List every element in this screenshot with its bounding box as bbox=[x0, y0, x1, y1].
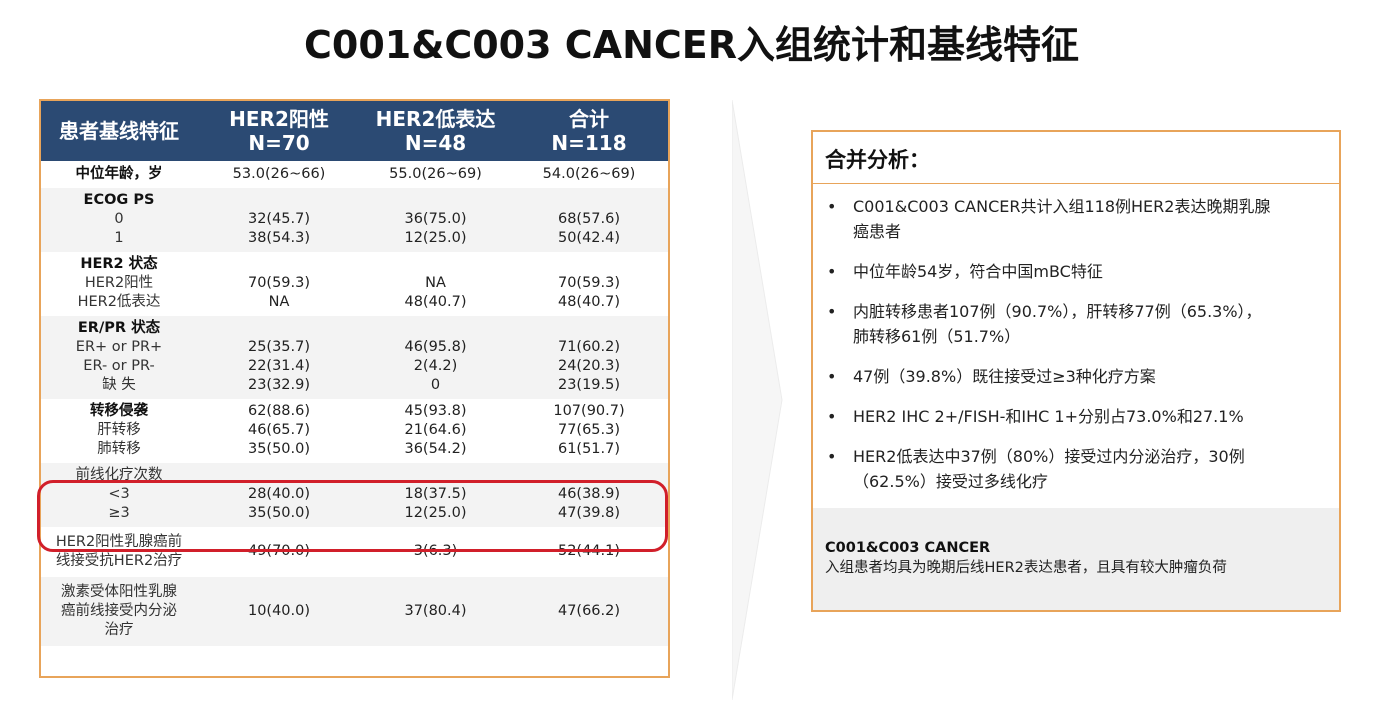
table-row-highlighted: 前线化疗次数 <3 ≥3 28(40.0) 35(50.0) 18(37.5) 12… bbox=[41, 463, 668, 527]
cell-her2-low: 36(75.0) 12(25.0) bbox=[361, 188, 510, 252]
cell-total: 68(57.6) 50(42.4) bbox=[510, 188, 668, 252]
cell-her2-low: 55.0(26~69) bbox=[389, 166, 482, 182]
table-row: ER/PR 状态 ER+ or PR+ ER- or PR- 缺 失 25(35… bbox=[41, 316, 668, 399]
cell-total: 70(59.3) 48(40.7) bbox=[557, 275, 621, 310]
cell-her2-low: 3(6.3) bbox=[413, 543, 458, 559]
bullet-icon: • bbox=[827, 197, 837, 216]
header-label: 患者基线特征 bbox=[59, 119, 179, 143]
cell-total: 47(66.2) bbox=[510, 577, 668, 646]
baseline-table: 患者基线特征 HER2阳性 N=70 HER2低表达 N=48 合计 N=118 bbox=[41, 101, 668, 646]
chevron-arrow-icon bbox=[732, 100, 783, 700]
row-label: 中位年龄，岁 bbox=[75, 166, 163, 182]
bullet-item: • 中位年龄54岁，符合中国mBC特征 bbox=[827, 259, 1317, 284]
header-cell-characteristic: 患者基线特征 bbox=[41, 101, 197, 161]
table-row: 转移侵袭 肝转移 肺转移 62(88.6) 46(65.7) 35(50.0) 45… bbox=[41, 399, 668, 463]
row-label: HER2阳性乳腺癌前 线接受抗HER2治疗 bbox=[55, 534, 183, 569]
cell-her2-low: 46(95.8) 2(4.2) 0 bbox=[361, 316, 510, 399]
cell-her2-positive: 10(40.0) bbox=[197, 577, 361, 646]
page-title: C001&C003 CANCER入组统计和基线特征 bbox=[304, 23, 1079, 67]
header-count: N=48 bbox=[404, 131, 467, 155]
bullet-item: • HER2低表达中37例（80%）接受过内分泌治疗，30例 （62.5%）接受过… bbox=[827, 444, 1317, 494]
bullet-icon: • bbox=[827, 262, 837, 281]
panel-footer: C001&C003 CANCER 入组患者均具为晚期后线HER2表达患者，且具有… bbox=[813, 508, 1339, 610]
row-label: 转移侵袭 肝转移 肺转移 bbox=[90, 403, 148, 457]
table-row: ECOG PS 0 1 32(45.7) 38(54.3) 36(75.0) 12(… bbox=[41, 188, 668, 252]
row-label: 前线化疗次数 <3 ≥3 bbox=[41, 463, 197, 527]
cell-total: 46(38.9) 47(39.8) bbox=[510, 463, 668, 527]
table-row: HER2 状态 HER2阳性 HER2低表达 70(59.3) NA NA 48(4… bbox=[41, 252, 668, 316]
cell-her2-positive: 32(45.7) 38(54.3) bbox=[197, 188, 361, 252]
cell-her2-positive: 53.0(26~66) bbox=[232, 166, 326, 182]
header-label: HER2低表达 bbox=[375, 107, 496, 131]
bullet-icon: • bbox=[827, 367, 837, 386]
cell-her2-positive: 70(59.3) NA bbox=[247, 275, 311, 310]
bullet-icon: • bbox=[827, 447, 837, 466]
cell-her2-positive: 28(40.0) 35(50.0) bbox=[197, 463, 361, 527]
header-label: HER2阳性 bbox=[229, 107, 329, 131]
bullet-icon: • bbox=[827, 407, 837, 426]
cell-total: 107(90.7) 77(65.3) 61(51.7) bbox=[553, 403, 625, 457]
footer-title: C001&C003 CANCER bbox=[825, 540, 991, 556]
header-cell-her2-positive: HER2阳性 N=70 bbox=[197, 101, 361, 161]
table-header-row: 患者基线特征 HER2阳性 N=70 HER2低表达 N=48 合计 N=118 bbox=[41, 101, 668, 161]
header-count: N=70 bbox=[248, 131, 310, 155]
table-row: 激素受体阳性乳腺 癌前线接受内分泌 治疗 10(40.0) 37(80.4) 4… bbox=[41, 577, 668, 646]
baseline-table-container: 患者基线特征 HER2阳性 N=70 HER2低表达 N=48 合计 N=118 bbox=[39, 99, 670, 678]
cell-total: 71(60.2) 24(20.3) 23(19.5) bbox=[510, 316, 668, 399]
header-label: 合计 bbox=[569, 107, 609, 131]
row-label: ECOG PS 0 1 bbox=[41, 188, 197, 252]
cell-her2-positive: 49(70.0) bbox=[247, 543, 311, 559]
cell-her2-low: 45(93.8) 21(64.6) 36(54.2) bbox=[404, 403, 467, 457]
bullet-item: • C001&C003 CANCER共计入组118例HER2表达晚期乳腺 癌患者 bbox=[827, 194, 1317, 244]
cell-her2-positive: 25(35.7) 22(31.4) 23(32.9) bbox=[197, 316, 361, 399]
cell-total: 52(44.1) bbox=[557, 543, 621, 559]
cell-her2-low: 37(80.4) bbox=[361, 577, 510, 646]
bullet-item: • 47例（39.8%）既往接受过≥3种化疗方案 bbox=[827, 364, 1317, 389]
cell-her2-low: 18(37.5) 12(25.0) bbox=[361, 463, 510, 527]
header-count: N=118 bbox=[551, 131, 627, 155]
analysis-panel: 合并分析： • C001&C003 CANCER共计入组118例HER2表达晚期… bbox=[811, 130, 1341, 612]
cell-her2-positive: 62(88.6) 46(65.7) 35(50.0) bbox=[247, 403, 311, 457]
row-label: ER/PR 状态 ER+ or PR+ ER- or PR- 缺 失 bbox=[41, 316, 197, 399]
cell-total: 54.0(26~69) bbox=[542, 166, 636, 182]
bullet-item: • HER2 IHC 2+/FISH-和IHC 1+分别占73.0%和27.1% bbox=[827, 404, 1317, 429]
cell-her2-low: NA 48(40.7) bbox=[404, 275, 467, 310]
table-row: HER2阳性乳腺癌前 线接受抗HER2治疗 49(70.0) 3(6.3) 52… bbox=[41, 527, 668, 577]
row-label: 激素受体阳性乳腺 癌前线接受内分泌 治疗 bbox=[41, 577, 197, 646]
footer-text: 入组患者均具为晚期后线HER2表达患者，且具有较大肿瘤负荷 bbox=[825, 560, 1227, 576]
header-cell-total: 合计 N=118 bbox=[510, 101, 668, 161]
panel-heading: 合并分析： bbox=[813, 132, 1339, 184]
row-label: HER2 状态 HER2阳性 HER2低表达 bbox=[77, 256, 161, 310]
analysis-bullet-list: • C001&C003 CANCER共计入组118例HER2表达晚期乳腺 癌患者 … bbox=[813, 184, 1339, 494]
table-row: 中位年龄，岁 53.0(26~66) 55.0(26~69) 54.0(26~6… bbox=[41, 161, 668, 188]
bullet-icon: • bbox=[827, 302, 837, 321]
header-cell-her2-low: HER2低表达 N=48 bbox=[361, 101, 510, 161]
bullet-item: • 内脏转移患者107例（90.7%），肝转移77例（65.3%）， 肺转移61例… bbox=[827, 299, 1317, 349]
